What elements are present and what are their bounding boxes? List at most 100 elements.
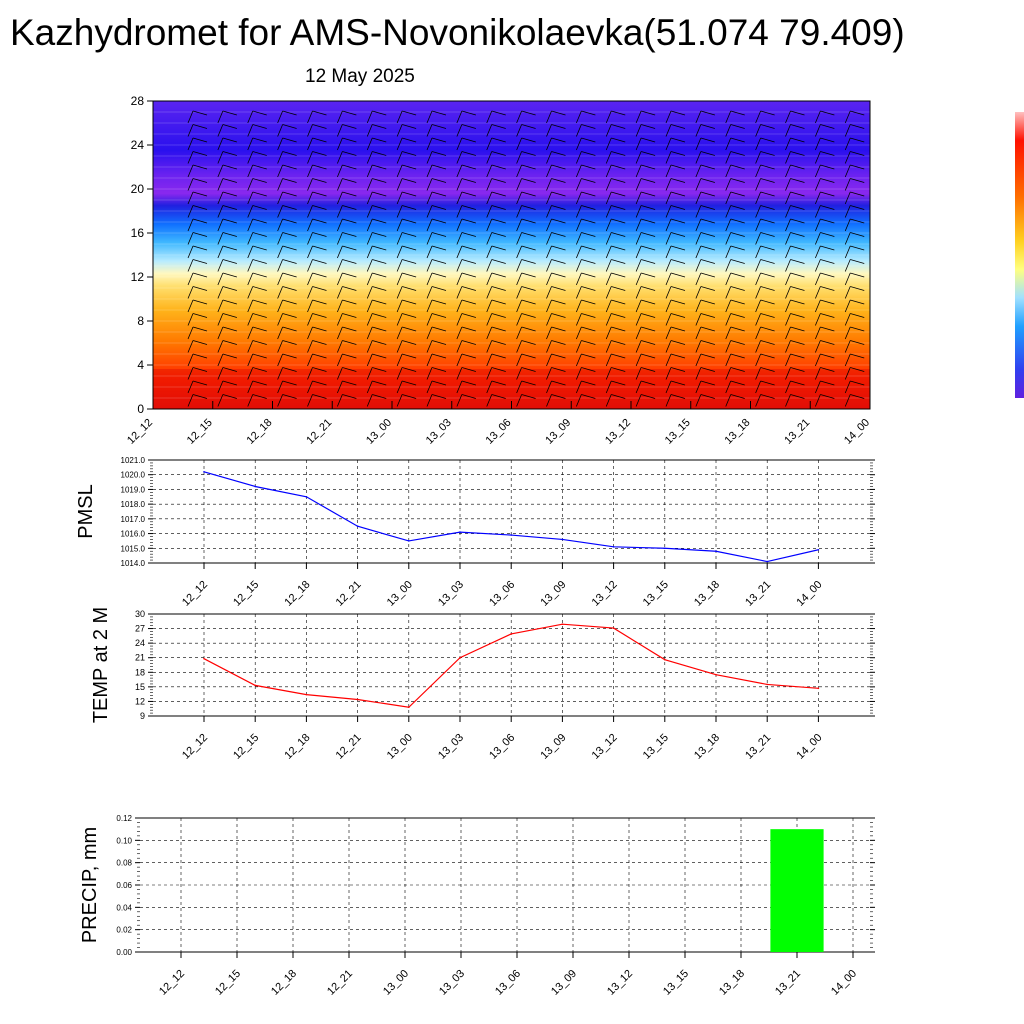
wind-barb xyxy=(546,340,552,353)
wind-barb xyxy=(695,380,702,394)
wind-barb xyxy=(755,178,761,191)
wind-barb xyxy=(366,313,373,326)
wind-barb xyxy=(396,380,403,394)
x-tick-label: 13_21 xyxy=(782,417,812,447)
wind-barb xyxy=(486,191,493,205)
wind-barb-flag xyxy=(402,380,417,386)
wind-barb xyxy=(456,110,463,124)
wind-barb xyxy=(486,299,493,313)
wind-barb-flag xyxy=(730,313,745,318)
wind-barb xyxy=(247,299,254,313)
wind-barb-flag xyxy=(820,367,835,372)
wind-barb xyxy=(426,232,433,245)
wind-barb-flag xyxy=(342,394,357,399)
wind-barb xyxy=(247,313,254,326)
wind-barb xyxy=(516,124,522,137)
wind-barb-flag xyxy=(372,259,387,264)
wind-barb xyxy=(844,259,851,272)
y-tick-label: 1014.0 xyxy=(121,559,146,568)
wind-barb-flag xyxy=(641,232,656,237)
wind-barb xyxy=(635,259,642,272)
y-tick-label: 1017.0 xyxy=(121,515,146,524)
wind-barb-flag xyxy=(312,367,327,372)
wind-barb-flag xyxy=(820,124,835,129)
wind-barb xyxy=(456,232,463,245)
wind-barb xyxy=(426,367,433,380)
wind-barb xyxy=(546,286,552,299)
wind-barb xyxy=(366,137,373,151)
wind-barb-flag xyxy=(312,340,327,345)
wind-barb xyxy=(366,286,373,299)
wind-barb xyxy=(725,394,732,407)
wind-barb-flag xyxy=(611,205,626,210)
wind-barb xyxy=(755,380,761,394)
wind-barb-flag xyxy=(521,340,536,345)
wind-barb xyxy=(755,110,761,124)
wind-barb xyxy=(665,286,672,299)
wind-barb-flag xyxy=(700,394,715,399)
x-tick-label: 13_00 xyxy=(385,732,415,762)
x-tick-label: 14_00 xyxy=(842,417,872,447)
wind-barb-flag xyxy=(312,380,327,386)
wind-barb-flag xyxy=(670,124,686,129)
wind-barb-flag xyxy=(760,124,775,129)
x-tick-label: 13_00 xyxy=(385,579,415,609)
wind-barb-flag xyxy=(790,259,805,264)
wind-barb-flag xyxy=(461,272,476,278)
wind-barb-flag xyxy=(700,137,715,143)
wind-barb xyxy=(785,191,791,205)
wind-barb xyxy=(546,259,552,272)
wind-barb xyxy=(366,340,373,353)
wind-barb-flag xyxy=(431,110,447,116)
wind-barb-flag xyxy=(282,191,297,197)
wind-barb-flag xyxy=(790,151,805,156)
wind-barb-flag xyxy=(192,394,208,399)
wind-barb-flag xyxy=(760,110,775,116)
wind-barb-flag xyxy=(760,326,775,332)
wind-barb-flag xyxy=(402,272,417,278)
wind-barb-flag xyxy=(521,259,536,264)
wind-barb xyxy=(605,164,612,178)
wind-barb-flag xyxy=(192,299,208,305)
wind-barb-flag xyxy=(551,259,566,264)
wind-barb xyxy=(426,245,433,259)
x-tick-label: 12_21 xyxy=(334,579,364,609)
series-point xyxy=(766,560,768,563)
wind-barb xyxy=(725,340,732,353)
wind-barb-flag xyxy=(252,272,267,278)
wind-barb-flag xyxy=(790,394,805,399)
wind-barb xyxy=(277,299,283,313)
wind-barb xyxy=(426,191,433,205)
wind-barb xyxy=(456,394,463,407)
wind-barb xyxy=(307,124,313,137)
wind-barb-flag xyxy=(730,137,745,143)
wind-barb-flag xyxy=(372,178,387,183)
wind-barb xyxy=(546,110,552,124)
wind-barb-flag xyxy=(461,178,476,183)
y-tick-label: 18 xyxy=(135,667,145,677)
wind-barb xyxy=(247,340,254,353)
wind-barb xyxy=(366,259,373,272)
wind-barb-flag xyxy=(521,286,536,291)
wind-barb xyxy=(695,178,702,191)
wind-barb-flag xyxy=(521,299,536,305)
series-point xyxy=(408,540,410,542)
x-tick-label: 13_18 xyxy=(723,417,753,447)
wind-barb-flag xyxy=(282,340,297,345)
wind-barb-flag xyxy=(760,394,775,399)
wind-barb-flag xyxy=(700,367,715,372)
wind-barb-flag xyxy=(521,367,536,372)
x-tick-label: 13_03 xyxy=(437,968,467,998)
x-tick-label: 13_00 xyxy=(364,417,394,447)
wind-barb xyxy=(755,164,761,178)
wind-barb-flag xyxy=(192,178,208,183)
wind-barb xyxy=(844,151,851,164)
wind-barb xyxy=(576,110,582,124)
wind-barb xyxy=(815,245,821,259)
y-tick-label: 1021.0 xyxy=(121,456,146,465)
y-tick-label: 0.06 xyxy=(116,881,132,890)
wind-barb xyxy=(785,164,791,178)
wind-barb xyxy=(725,259,732,272)
wind-barb xyxy=(546,313,552,326)
wind-barb xyxy=(844,164,851,178)
